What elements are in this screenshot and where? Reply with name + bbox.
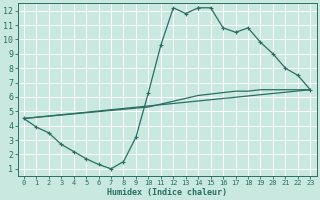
X-axis label: Humidex (Indice chaleur): Humidex (Indice chaleur) (107, 188, 227, 197)
